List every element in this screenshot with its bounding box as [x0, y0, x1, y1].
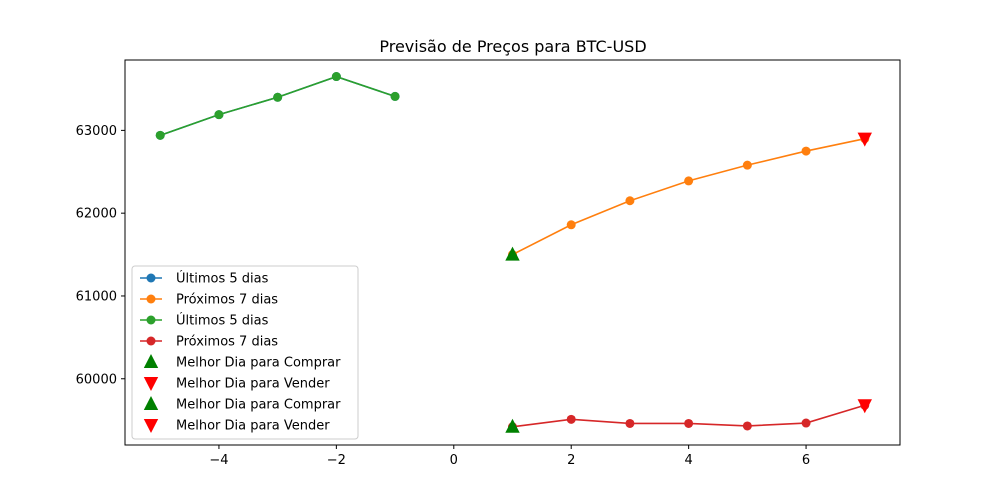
axes-frame [124, 59, 901, 446]
y-tick-label: 63000 [76, 124, 117, 139]
series-line [159, 75, 396, 137]
data-point [801, 418, 811, 428]
data-point [742, 160, 752, 170]
data-point [684, 176, 694, 186]
data-point [801, 146, 811, 156]
x-tick-label: 4 [684, 453, 692, 468]
series-3 [508, 400, 870, 432]
data-point [566, 414, 576, 424]
legend-label: Melhor Dia para Vender [176, 419, 330, 434]
legend-marker [143, 396, 159, 410]
legend-label: Próximos 7 dias [176, 293, 278, 308]
legend-label: Melhor Dia para Comprar [176, 398, 341, 413]
x-tick-label: 2 [567, 453, 575, 468]
legend-label: Últimos 5 dias [176, 271, 269, 287]
legend-marker [146, 336, 156, 346]
legend-entry-1: Próximos 7 dias [140, 293, 278, 308]
x-tick-label: 0 [450, 453, 458, 468]
legend: Últimos 5 dias Próximos 7 dias Últimos 5 d… [131, 265, 359, 440]
legend-marker [146, 273, 156, 283]
legend-marker [143, 354, 159, 368]
data-point [566, 220, 576, 230]
y-tick-label: 61000 [76, 289, 117, 304]
series-line [512, 137, 865, 256]
sell-marker [857, 132, 872, 147]
x-tick-label: −4 [209, 453, 228, 468]
data-point [684, 418, 694, 428]
legend-entry-5: Melhor Dia para Vender [143, 377, 330, 392]
legend-marker [146, 315, 156, 325]
data-point [742, 421, 752, 431]
legend-entry-3: Próximos 7 dias [140, 335, 278, 350]
legend-entry-7: Melhor Dia para Vender [143, 419, 330, 434]
series-4 [505, 246, 520, 261]
y-tick-label: 60000 [76, 372, 117, 387]
sell-marker [857, 399, 872, 414]
legend-marker [143, 419, 159, 433]
legend-label: Melhor Dia para Vender [176, 377, 330, 392]
legend-label: Últimos 5 dias [176, 313, 269, 329]
legend-marker [143, 377, 159, 391]
buy-marker [505, 418, 520, 433]
x-tick-label: −2 [327, 453, 346, 468]
chart-title: Previsão de Preços para BTC-USD [379, 37, 646, 56]
legend-entry-0: Últimos 5 dias [140, 271, 269, 287]
series-line [159, 75, 396, 137]
axes: −4 −2 0 2 4 6 60000 61000 62000 63000 [76, 124, 811, 468]
legend-entry-2: Últimos 5 dias [140, 313, 269, 329]
series-1 [508, 134, 870, 260]
series-7 [857, 399, 872, 414]
legend-label: Próximos 7 dias [176, 335, 278, 350]
legend-entry-6: Melhor Dia para Comprar [143, 396, 341, 413]
x-tick-label: 6 [802, 453, 810, 468]
data-point [331, 72, 341, 82]
series-5 [857, 132, 872, 147]
data-point [155, 130, 165, 140]
y-tick-label: 62000 [76, 207, 117, 222]
legend-marker [146, 294, 156, 304]
legend-label: Melhor Dia para Comprar [176, 356, 341, 371]
plot-area [155, 72, 872, 433]
series-0 [155, 72, 400, 140]
legend-box [131, 265, 359, 440]
series-6 [505, 418, 520, 433]
series-2 [155, 72, 400, 140]
legend-entry-4: Melhor Dia para Comprar [143, 354, 341, 371]
buy-marker [505, 246, 520, 261]
data-point [214, 110, 224, 120]
data-point [625, 196, 635, 206]
data-point [390, 91, 400, 101]
data-point [625, 418, 635, 428]
data-point [273, 92, 283, 102]
